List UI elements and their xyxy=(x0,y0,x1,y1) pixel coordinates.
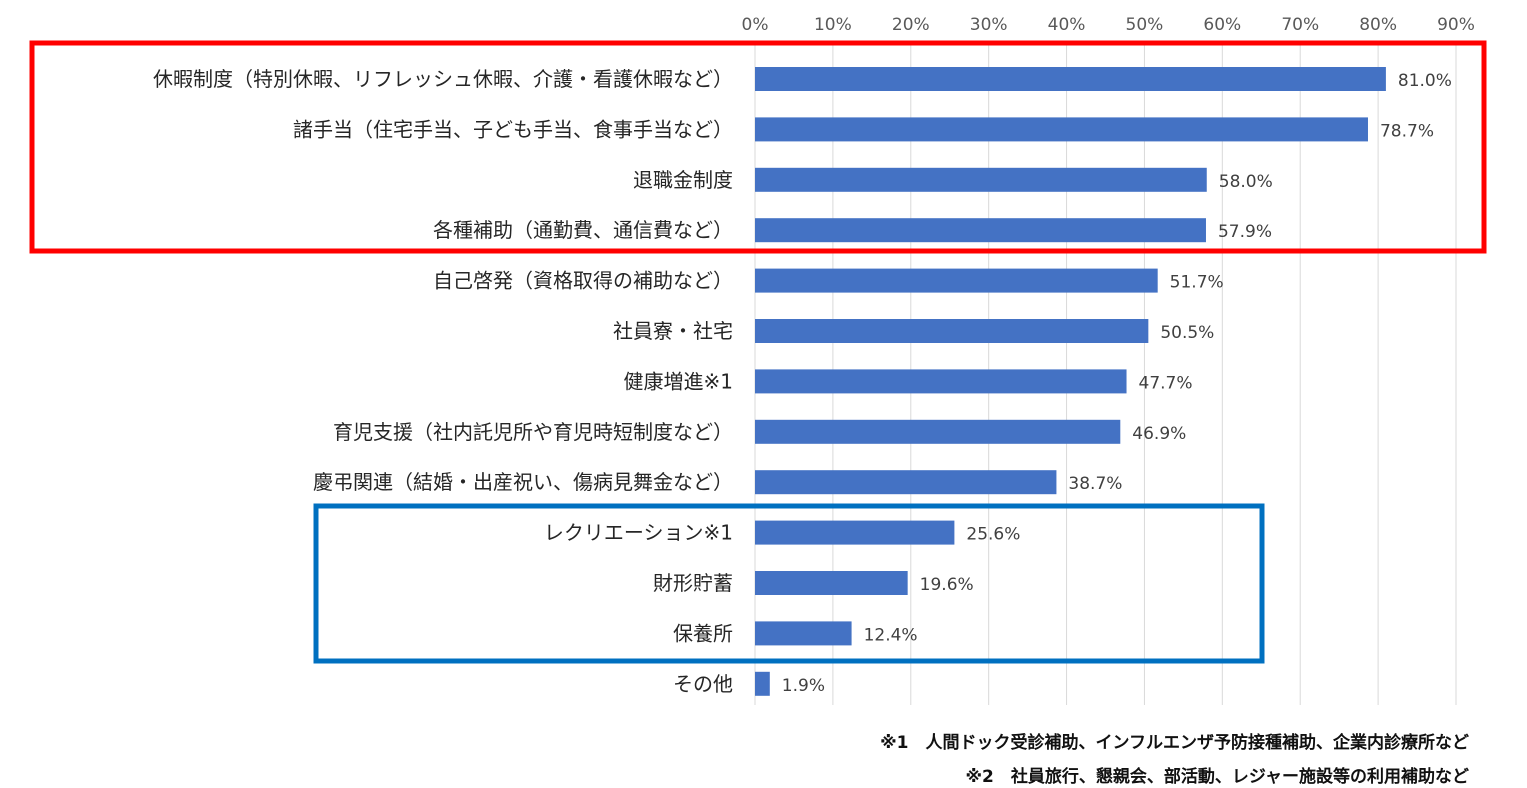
category-label: 自己啓発（資格取得の補助など） xyxy=(433,269,733,293)
value-label: 25.6% xyxy=(966,525,1020,545)
category-label: 諸手当（住宅手当、子ども手当、食事手当など） xyxy=(293,117,733,141)
value-label: 38.7% xyxy=(1068,474,1122,494)
footnote-1: ※1 人間ドック受診補助、インフルエンザ予防接種補助、企業内診療所など xyxy=(880,733,1469,753)
x-tick-label: 50% xyxy=(1126,15,1164,35)
value-label: 78.7% xyxy=(1380,121,1434,141)
bar xyxy=(755,571,908,595)
x-tick-label: 10% xyxy=(814,15,852,35)
bar xyxy=(755,67,1386,91)
category-label: 休暇制度（特別休暇、リフレッシュ休暇、介護・看護休暇など） xyxy=(153,67,733,91)
highlight-box-top xyxy=(29,40,1487,254)
value-label: 46.9% xyxy=(1132,424,1186,444)
category-label: 保養所 xyxy=(673,621,733,645)
x-tick-label: 40% xyxy=(1048,15,1086,35)
value-label: 57.9% xyxy=(1218,222,1272,242)
category-label: 退職金制度 xyxy=(633,168,733,192)
value-label: 51.7% xyxy=(1170,273,1224,293)
category-labels: 休暇制度（特別休暇、リフレッシュ休暇、介護・看護休暇など） 諸手当（住宅手当、子ど… xyxy=(153,67,733,696)
highlight-box-bottom xyxy=(313,503,1265,664)
bar xyxy=(755,671,770,696)
category-label: 育児支援（社内託児所や育児時短制度など） xyxy=(333,420,733,444)
value-label: 47.7% xyxy=(1139,373,1193,393)
category-label: 各種補助（通勤費、通信費など） xyxy=(433,218,733,242)
bar xyxy=(755,470,1057,495)
category-label: 社員寮・社宅 xyxy=(613,319,733,343)
bar xyxy=(755,419,1121,444)
value-label: 1.9% xyxy=(782,676,825,696)
category-label: 健康増進※1 xyxy=(624,369,733,393)
value-label: 12.4% xyxy=(864,625,918,645)
bar xyxy=(755,621,852,646)
bar xyxy=(755,268,1158,293)
bar xyxy=(755,167,1207,192)
x-tick-label: 60% xyxy=(1203,15,1241,35)
bar xyxy=(755,369,1127,394)
footnote-2: ※2 社員旅行、懇親会、部活動、レジャー施設等の利用補助など xyxy=(965,767,1469,787)
value-label: 81.0% xyxy=(1398,71,1452,91)
value-labels: 81.0% 78.7% 58.0% 57.9% 51.7% 50.5% 47.7% 46.9%… xyxy=(782,71,1452,696)
x-tick-label: 0% xyxy=(742,15,769,35)
category-label: レクリエーション※1 xyxy=(544,521,733,545)
x-tick-label: 90% xyxy=(1437,15,1475,35)
category-label: 財形貯蓄 xyxy=(653,571,733,595)
bar xyxy=(755,218,1206,243)
x-tick-label: 20% xyxy=(892,15,930,35)
category-label: 慶弔関連（結婚・出産祝い、傷病見舞金など） xyxy=(313,470,733,494)
x-axis-ticks: 0% 10% 20% 30% 40% 50% 60% 70% 80% 90% xyxy=(742,15,1475,35)
bars xyxy=(755,67,1386,696)
value-label: 58.0% xyxy=(1219,172,1273,192)
x-tick-label: 80% xyxy=(1359,15,1397,35)
x-tick-label: 70% xyxy=(1281,15,1319,35)
category-label: その他 xyxy=(673,672,733,696)
bar xyxy=(755,520,955,545)
bar xyxy=(755,319,1149,343)
value-label: 19.6% xyxy=(920,575,974,595)
value-label: 50.5% xyxy=(1160,323,1214,343)
x-tick-label: 30% xyxy=(970,15,1008,35)
bar xyxy=(755,117,1368,142)
